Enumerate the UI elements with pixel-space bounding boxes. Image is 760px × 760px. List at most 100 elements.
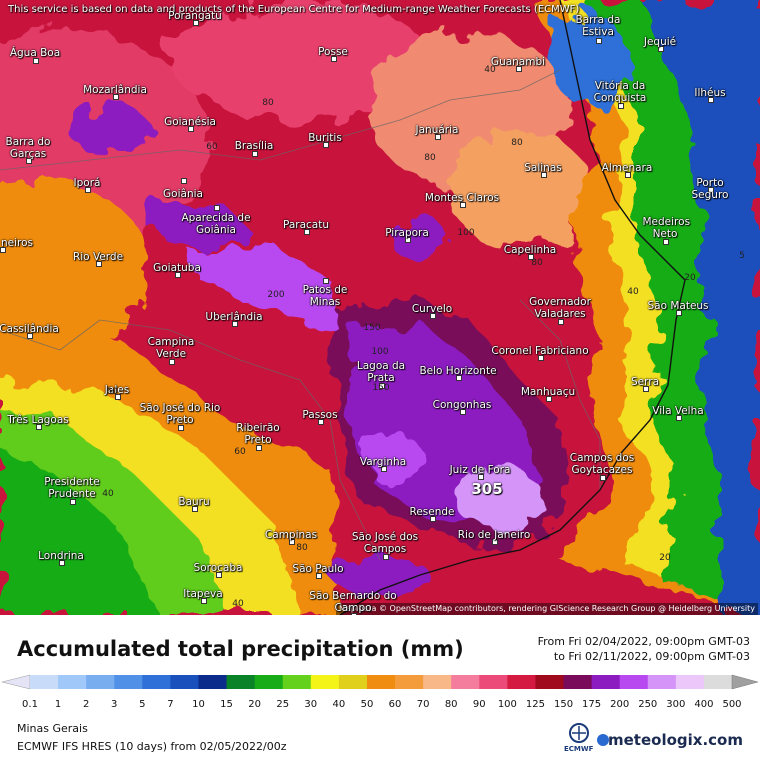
contour-label: 150 <box>372 383 390 393</box>
legend-label: 7 <box>167 699 174 710</box>
city-label: São José do Rio Preto <box>139 402 221 426</box>
legend-below <box>1 674 31 690</box>
contour-label: 40 <box>232 599 244 609</box>
legend-label: 200 <box>610 699 630 710</box>
city-marker <box>625 172 631 178</box>
legend-label: 5 <box>139 699 146 710</box>
legend-swatch <box>198 675 228 689</box>
city-label: Uberlândia <box>205 311 263 323</box>
city-label: Jequié <box>643 36 677 48</box>
coastline <box>339 0 686 615</box>
city-label: Três Lagoas <box>7 414 69 426</box>
contour-label: 80 <box>511 138 523 148</box>
legend-swatch <box>366 675 396 689</box>
legend-swatch <box>591 675 621 689</box>
city-label: Goiânia <box>163 188 203 200</box>
city-label: Salinas <box>524 162 562 174</box>
city-label: Almenara <box>601 162 653 174</box>
city-marker <box>435 134 441 140</box>
city-label: Congonhas <box>432 399 492 411</box>
contour-label: 100 <box>457 228 475 238</box>
ecmwf-icon <box>569 723 589 743</box>
city-marker <box>193 20 199 26</box>
city-marker <box>546 396 552 402</box>
city-label: Coronel Fabriciano <box>491 345 589 357</box>
city-label: São Bernardo do Campo <box>309 590 397 614</box>
city-label: Londrina <box>38 550 84 562</box>
city-marker <box>216 572 222 578</box>
city-marker <box>26 158 32 164</box>
city-label: Juiz de Fora <box>449 464 511 476</box>
contour-label: 5 <box>739 251 745 261</box>
city-marker <box>528 254 534 260</box>
city-label: Sorocaba <box>193 562 243 574</box>
city-label: Montes Claros <box>424 192 500 204</box>
city-label: Ribeirão Preto <box>236 422 280 446</box>
legend-label: 100 <box>497 699 517 710</box>
city-label: Campinas <box>264 529 318 541</box>
legend-swatch <box>86 675 115 689</box>
brand: meteologix.com <box>608 731 743 749</box>
legend-label: 175 <box>582 699 602 710</box>
notice: This service is based on data and produc… <box>8 4 580 15</box>
state-borders <box>0 69 601 561</box>
city-label: Barra do Garças <box>5 136 51 160</box>
city-label: Bauru <box>178 496 210 508</box>
city-marker <box>379 383 385 389</box>
city-label: Belo Horizonte <box>419 365 497 377</box>
city-label: Varginha <box>359 456 407 468</box>
city-label: Curvelo <box>411 303 453 315</box>
city-marker <box>456 375 462 381</box>
city-label: Ilhéus <box>694 87 726 99</box>
contour-label: 100 <box>371 347 389 357</box>
footer: Accumulated total precipitation (mm) Fro… <box>0 615 760 760</box>
city-label: São José dos Campos <box>351 531 419 555</box>
legend-swatch <box>451 675 480 689</box>
city-marker <box>169 359 175 365</box>
legend-label: 250 <box>638 699 658 710</box>
city-marker <box>708 97 714 103</box>
city-label: Itapeva <box>183 588 223 600</box>
city-label: Água Boa <box>9 47 61 59</box>
contour-label: 200 <box>267 290 285 300</box>
contour-label: 80 <box>424 153 436 163</box>
contour-label: 40 <box>627 287 639 297</box>
city-label: Rio de Janeiro <box>457 529 531 541</box>
city-marker <box>658 46 664 52</box>
city-label: Vitória da Conquista <box>593 80 647 104</box>
city-label: Manhuaçu <box>520 386 576 398</box>
city-marker <box>643 386 649 392</box>
city-label: Iporá <box>73 177 101 189</box>
city-label: Cassilândia <box>0 323 59 335</box>
legend-label: 20 <box>248 699 261 710</box>
legend-swatch <box>563 675 593 689</box>
city-marker <box>214 205 220 211</box>
legend-above <box>731 674 759 690</box>
city-label: Porto Seguro <box>691 177 729 201</box>
city-marker <box>96 261 102 267</box>
legend-swatch <box>226 675 256 689</box>
attribution: Map data © OpenStreetMap contributors, r… <box>336 603 758 615</box>
city-label: Goianésia <box>164 116 216 128</box>
region: Minas Gerais <box>17 722 88 735</box>
city-marker <box>27 333 33 339</box>
city-marker <box>405 237 411 243</box>
city-label: Resende <box>409 506 455 518</box>
legend-label: 15 <box>220 699 233 710</box>
city-marker <box>331 56 337 62</box>
city-marker <box>85 187 91 193</box>
city-marker <box>381 466 387 472</box>
city-label: Aparecida de Goiânia <box>181 212 251 236</box>
city-label: São Paulo <box>292 563 344 575</box>
city-label: Lagoa da Prata <box>356 360 406 384</box>
legend-swatch <box>479 675 508 689</box>
city-marker <box>492 539 498 545</box>
city-label: Governador Valadares <box>529 296 591 320</box>
city-marker <box>618 103 624 109</box>
city-marker <box>113 94 119 100</box>
city-label: Campos dos Goytacazes <box>569 452 635 476</box>
legend-swatch <box>30 675 59 689</box>
legend-swatch <box>395 675 424 689</box>
city-marker <box>323 142 329 148</box>
